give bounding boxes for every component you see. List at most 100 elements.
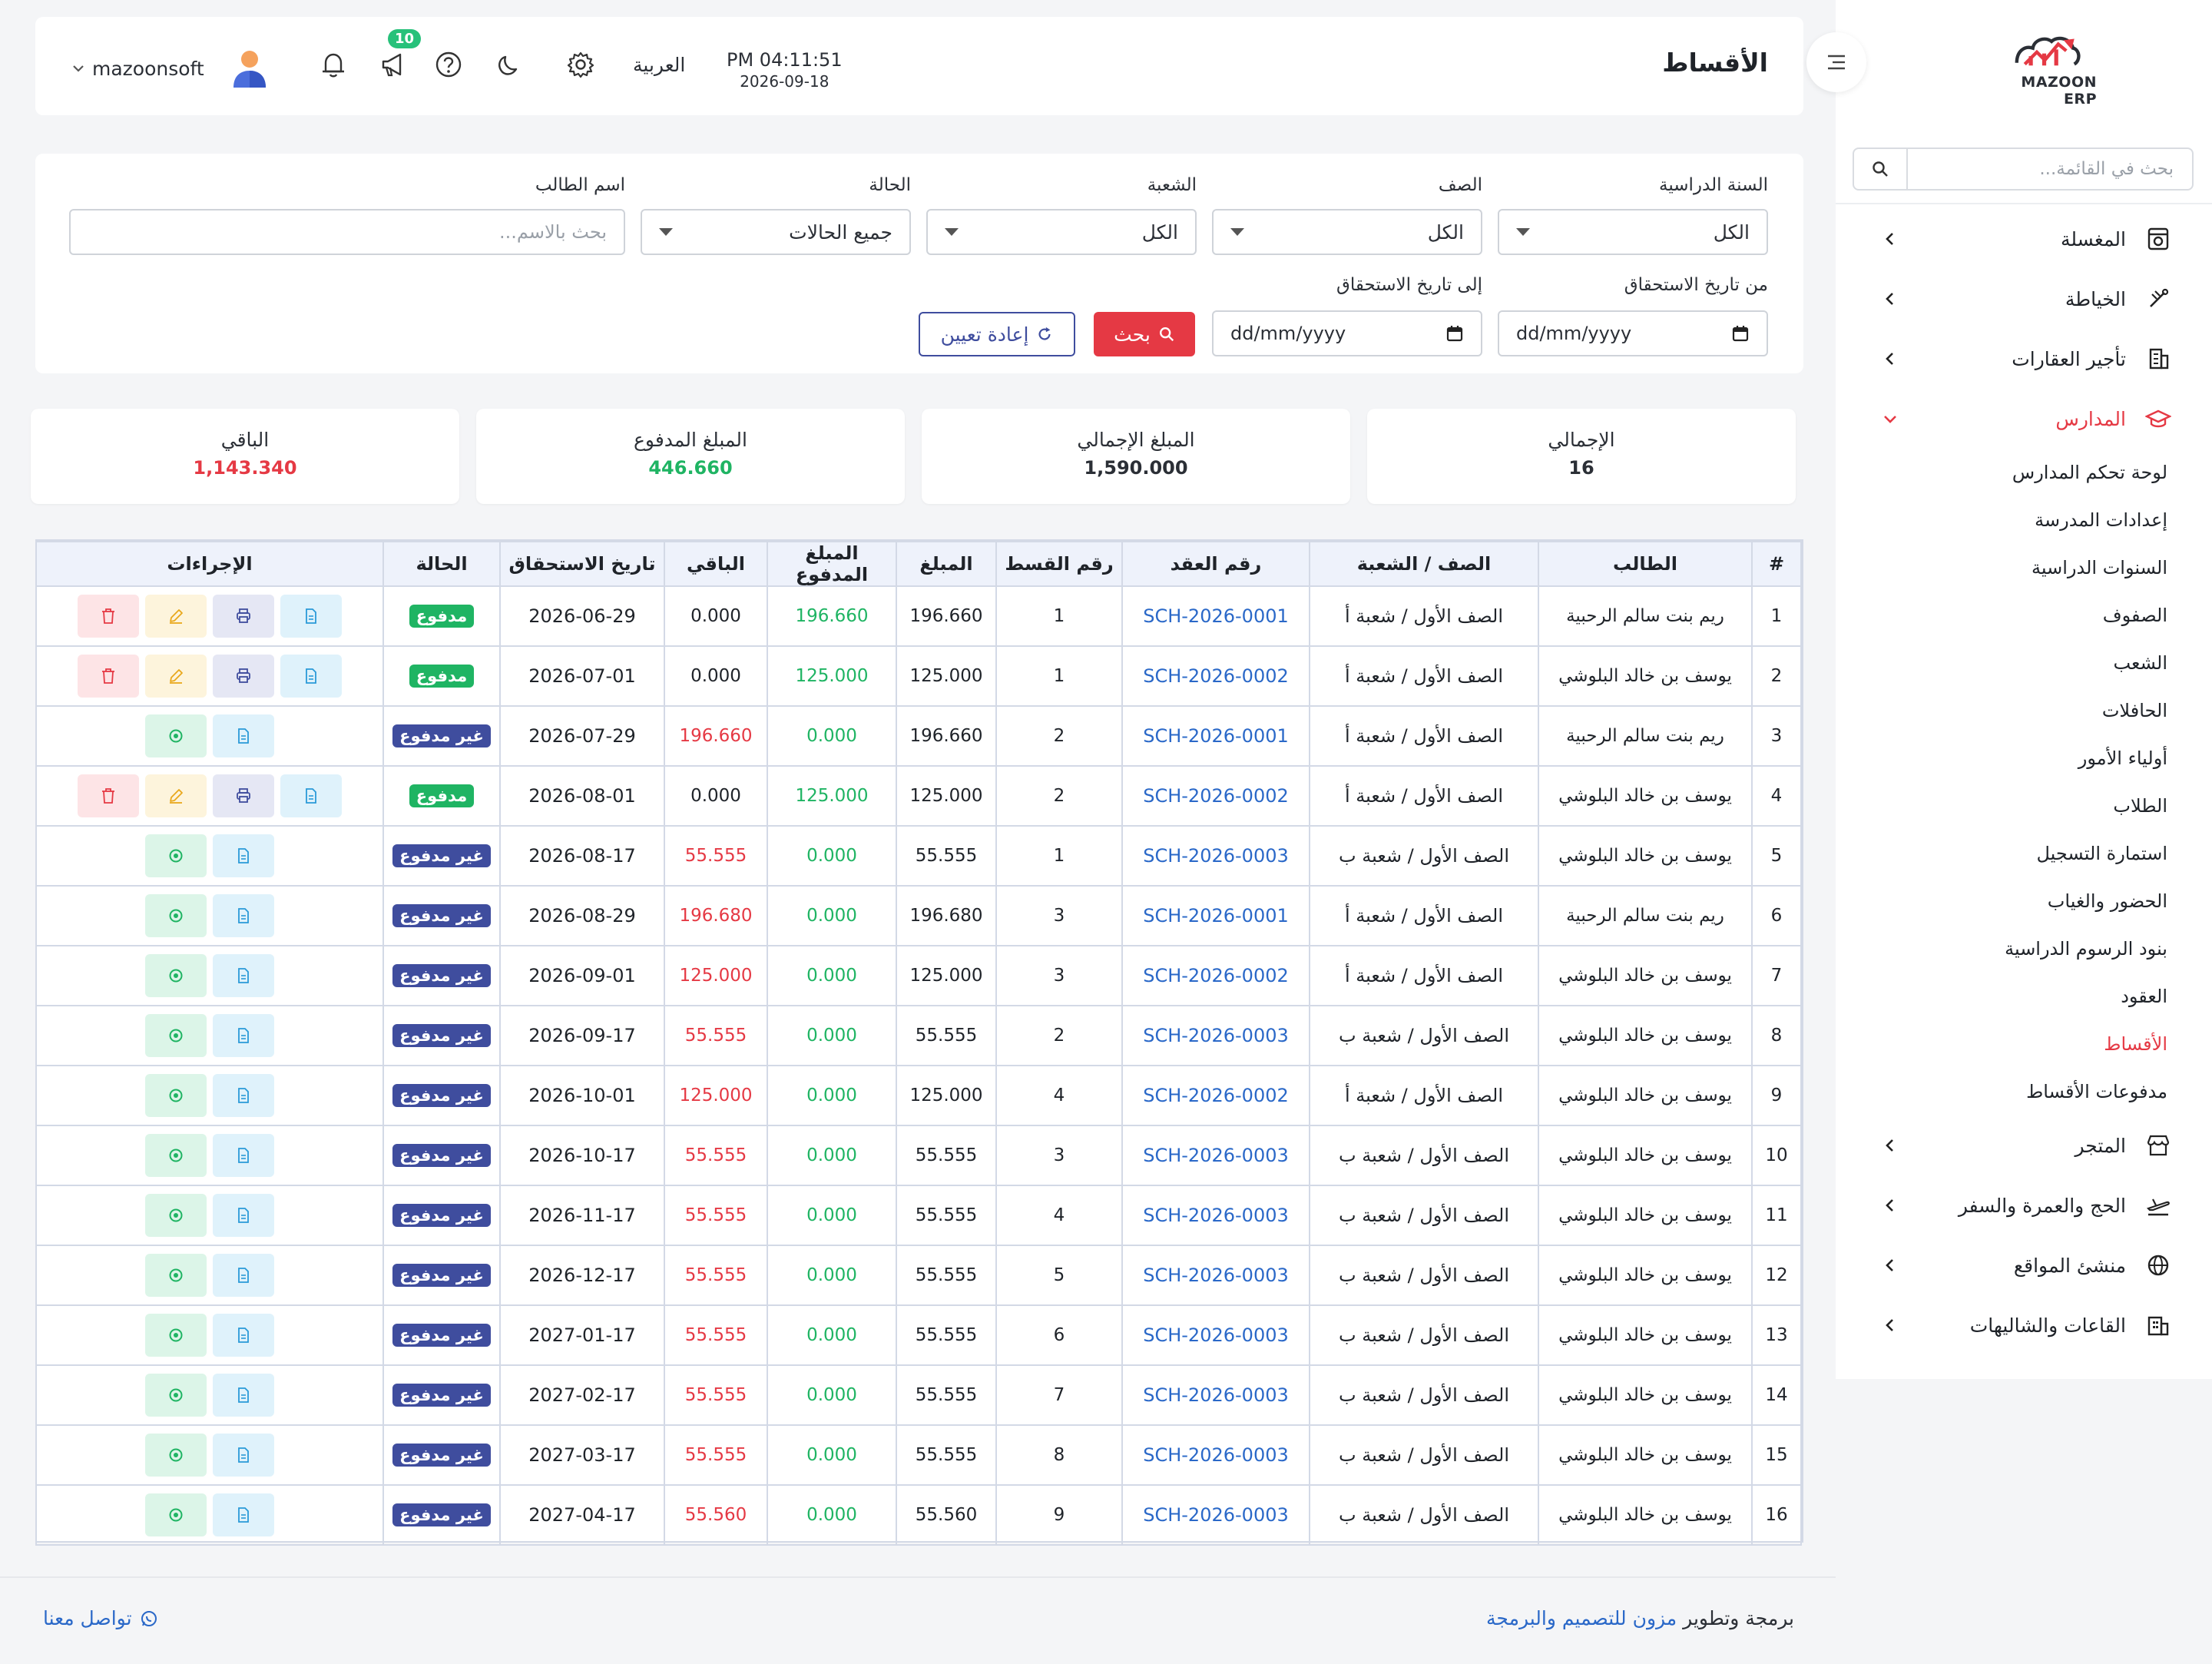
print-button[interactable]	[213, 774, 274, 817]
submenu-item[interactable]: بنود الرسوم الدراسية	[2005, 938, 2167, 960]
pay-button[interactable]	[145, 1074, 207, 1117]
contact-link[interactable]: تواصل معنا	[43, 1607, 158, 1629]
sidebar-item-real-estate[interactable]: تأجير العقارات	[1836, 329, 2212, 389]
delete-button[interactable]	[78, 595, 139, 638]
view-details-button[interactable]	[213, 1314, 274, 1357]
sidebar-item-laundry[interactable]: المغسلة	[1836, 209, 2212, 269]
cell-contract-link[interactable]: SCH-2026-0003	[1121, 1005, 1310, 1066]
edit-button[interactable]	[145, 774, 207, 817]
pay-button[interactable]	[145, 1254, 207, 1297]
submenu-item[interactable]: السنوات الدراسية	[2032, 557, 2167, 578]
submenu-item-installments[interactable]: الأقساط	[2104, 1033, 2167, 1055]
edit-button[interactable]	[145, 655, 207, 698]
brand-logo[interactable]: MAZOON ERP	[1997, 31, 2097, 108]
sidebar-item-hajj-travel[interactable]: الحج والعمرة والسفر	[1836, 1175, 2212, 1235]
cell-contract-link[interactable]: SCH-2026-0001	[1121, 705, 1310, 767]
cell-contract-link[interactable]: SCH-2026-0003	[1121, 1245, 1310, 1306]
submenu-item[interactable]: الحافلات	[2101, 700, 2167, 721]
submenu-item[interactable]: الطلاب	[2113, 795, 2167, 817]
pay-button[interactable]	[145, 714, 207, 757]
view-details-button[interactable]	[213, 1074, 274, 1117]
view-details-button[interactable]	[213, 894, 274, 937]
view-details-button[interactable]	[213, 1434, 274, 1477]
pay-button[interactable]	[145, 1493, 207, 1536]
search-button[interactable]: بحث	[1094, 312, 1195, 356]
language-switcher[interactable]: العربية	[633, 54, 686, 76]
cell-contract-link[interactable]: SCH-2026-0003	[1121, 825, 1310, 887]
reset-button[interactable]: إعادة تعيين	[919, 312, 1075, 356]
view-details-button[interactable]	[213, 1014, 274, 1057]
column-header: الحالة	[382, 541, 501, 587]
sidebar-item-tailoring[interactable]: الخياطة	[1836, 269, 2212, 329]
view-details-button[interactable]	[280, 655, 342, 698]
bell-icon[interactable]	[316, 48, 350, 81]
pay-button[interactable]	[145, 954, 207, 997]
view-details-button[interactable]	[213, 834, 274, 877]
moon-icon[interactable]	[493, 48, 527, 81]
submenu-item[interactable]: أولياء الأمور	[2078, 747, 2167, 769]
megaphone-icon[interactable]: 10	[376, 29, 421, 81]
pay-button[interactable]	[145, 1374, 207, 1417]
sidebar-item-halls[interactable]: القاعات والشاليهات	[1836, 1295, 2212, 1355]
pay-button[interactable]	[145, 894, 207, 937]
gear-icon[interactable]	[564, 48, 598, 81]
cell-contract-link[interactable]: SCH-2026-0002	[1121, 645, 1310, 707]
pay-button[interactable]	[145, 1434, 207, 1477]
submenu-item[interactable]: الشعب	[2113, 652, 2167, 674]
print-button[interactable]	[213, 655, 274, 698]
pay-button[interactable]	[145, 834, 207, 877]
view-details-button[interactable]	[213, 1493, 274, 1536]
view-details-button[interactable]	[213, 1374, 274, 1417]
sidebar-item-site-builder[interactable]: منشئ المواقع	[1836, 1235, 2212, 1295]
cell-contract-link[interactable]: SCH-2026-0003	[1121, 1424, 1310, 1486]
cell-contract-link[interactable]: SCH-2026-0003	[1121, 1125, 1310, 1186]
cell-contract-link[interactable]: SCH-2026-0003	[1121, 1185, 1310, 1246]
cell-installment-number: 2	[995, 765, 1123, 827]
submenu-item[interactable]: إعدادات المدرسة	[2035, 509, 2167, 531]
view-details-button[interactable]	[213, 1134, 274, 1177]
view-details-button[interactable]	[280, 595, 342, 638]
pay-button[interactable]	[145, 1194, 207, 1237]
cell-contract-link[interactable]: SCH-2026-0003	[1121, 1304, 1310, 1366]
submenu-item[interactable]: الصفوف	[2102, 605, 2167, 626]
cell-contract-link[interactable]: SCH-2026-0003	[1121, 1484, 1310, 1546]
view-details-button[interactable]	[213, 954, 274, 997]
cell-contract-link[interactable]: SCH-2026-0002	[1121, 1065, 1310, 1126]
view-details-button[interactable]	[213, 1254, 274, 1297]
delete-button[interactable]	[78, 774, 139, 817]
sidebar-item-schools[interactable]: المدارس	[1836, 389, 2212, 449]
search-icon[interactable]	[1854, 149, 1908, 189]
view-details-button[interactable]	[213, 714, 274, 757]
view-details-button[interactable]	[280, 774, 342, 817]
cell-contract-link[interactable]: SCH-2026-0001	[1121, 885, 1310, 946]
pay-button[interactable]	[145, 1134, 207, 1177]
cell-contract-link[interactable]: SCH-2026-0003	[1121, 1364, 1310, 1426]
sidebar-item-store[interactable]: المتجر	[1836, 1115, 2212, 1175]
from-date-input[interactable]: dd/mm/yyyy	[1498, 310, 1768, 356]
submenu-item[interactable]: استمارة التسجيل	[2036, 843, 2167, 864]
delete-button[interactable]	[78, 655, 139, 698]
sidebar-toggle-button[interactable]	[1806, 32, 1866, 92]
to-date-input[interactable]: dd/mm/yyyy	[1212, 310, 1482, 356]
footer-brand-link[interactable]: مزون للتصميم والبرمجة	[1486, 1607, 1677, 1629]
student-name-input[interactable]: بحث بالاسم...	[69, 209, 625, 255]
user-menu[interactable]: mazoonsoft	[72, 48, 269, 89]
submenu-item[interactable]: العقود	[2121, 986, 2167, 1007]
status-select[interactable]: جميع الحالات	[641, 209, 911, 255]
help-icon[interactable]	[432, 48, 465, 81]
edit-button[interactable]	[145, 595, 207, 638]
cell-contract-link[interactable]: SCH-2026-0002	[1121, 945, 1310, 1006]
section-select[interactable]: الكل	[926, 209, 1197, 255]
pay-button[interactable]	[145, 1014, 207, 1057]
submenu-item[interactable]: الحضور والغياب	[2047, 890, 2167, 912]
cell-contract-link[interactable]: SCH-2026-0001	[1121, 585, 1310, 647]
academic-year-select[interactable]: الكل	[1498, 209, 1768, 255]
print-button[interactable]	[213, 595, 274, 638]
submenu-item[interactable]: مدفوعات الأقساط	[2026, 1081, 2167, 1102]
view-details-button[interactable]	[213, 1194, 274, 1237]
sidebar-search-input[interactable]	[1908, 150, 2192, 188]
submenu-item[interactable]: لوحة تحكم المدارس	[2012, 462, 2167, 483]
pay-button[interactable]	[145, 1314, 207, 1357]
cell-contract-link[interactable]: SCH-2026-0002	[1121, 765, 1310, 827]
class-select[interactable]: الكل	[1212, 209, 1482, 255]
